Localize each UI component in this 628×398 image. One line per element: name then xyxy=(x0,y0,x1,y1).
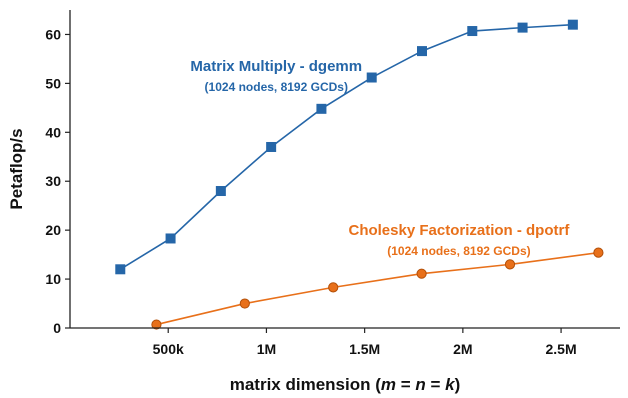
data-point xyxy=(467,26,478,37)
series-detail: (1024 nodes, 8192 GCDs) xyxy=(205,80,348,94)
series-label: Cholesky Factorization - dpotrf xyxy=(348,222,570,239)
y-tick-label: 0 xyxy=(53,320,61,336)
series-detail: (1024 nodes, 8192 GCDs) xyxy=(387,244,530,258)
x-tick-label: 2.5M xyxy=(546,341,577,357)
y-tick-label: 60 xyxy=(45,26,61,42)
series-label: Matrix Multiply - dgemm xyxy=(190,58,362,75)
data-point xyxy=(517,22,528,33)
y-axis-ticks: 0 10 20 30 40 50 60 xyxy=(45,26,70,336)
data-point xyxy=(151,319,162,330)
y-tick-label: 20 xyxy=(45,222,61,238)
y-tick-label: 10 xyxy=(45,271,61,287)
series-line xyxy=(156,251,599,326)
x-axis-ticks: 500k 1M 1.5M 2M 2.5M xyxy=(153,328,577,357)
x-tick-label: 2M xyxy=(453,341,472,357)
data-point xyxy=(215,186,226,197)
data-point xyxy=(567,19,578,30)
data-point xyxy=(239,298,250,309)
y-axis-title: Petaflop/s xyxy=(7,128,26,209)
data-point xyxy=(593,247,604,258)
data-point xyxy=(165,233,176,244)
series-1: Matrix Multiply - dgemm (1024 nodes, 8192… xyxy=(115,19,578,275)
data-point xyxy=(328,282,339,293)
y-tick-label: 30 xyxy=(45,173,61,189)
data-point xyxy=(366,72,377,83)
x-tick-label: 1.5M xyxy=(349,341,380,357)
data-point xyxy=(266,141,277,152)
x-axis-title: matrix dimension (m = n = k) xyxy=(230,375,461,394)
y-tick-label: 50 xyxy=(45,75,61,91)
data-point xyxy=(504,259,516,270)
data-point xyxy=(417,46,427,57)
x-tick-label: 500k xyxy=(153,341,184,357)
data-point xyxy=(316,103,327,114)
series-line xyxy=(119,23,573,270)
y-tick-label: 40 xyxy=(45,124,61,140)
plot-series: Matrix Multiply - dgemm (1024 nodes, 8192… xyxy=(115,19,604,330)
data-point xyxy=(416,268,427,279)
x-tick-label: 1M xyxy=(257,341,276,357)
series-2: Cholesky Factorization - dpotrf (1024 nod… xyxy=(151,222,604,330)
data-point xyxy=(115,264,126,275)
